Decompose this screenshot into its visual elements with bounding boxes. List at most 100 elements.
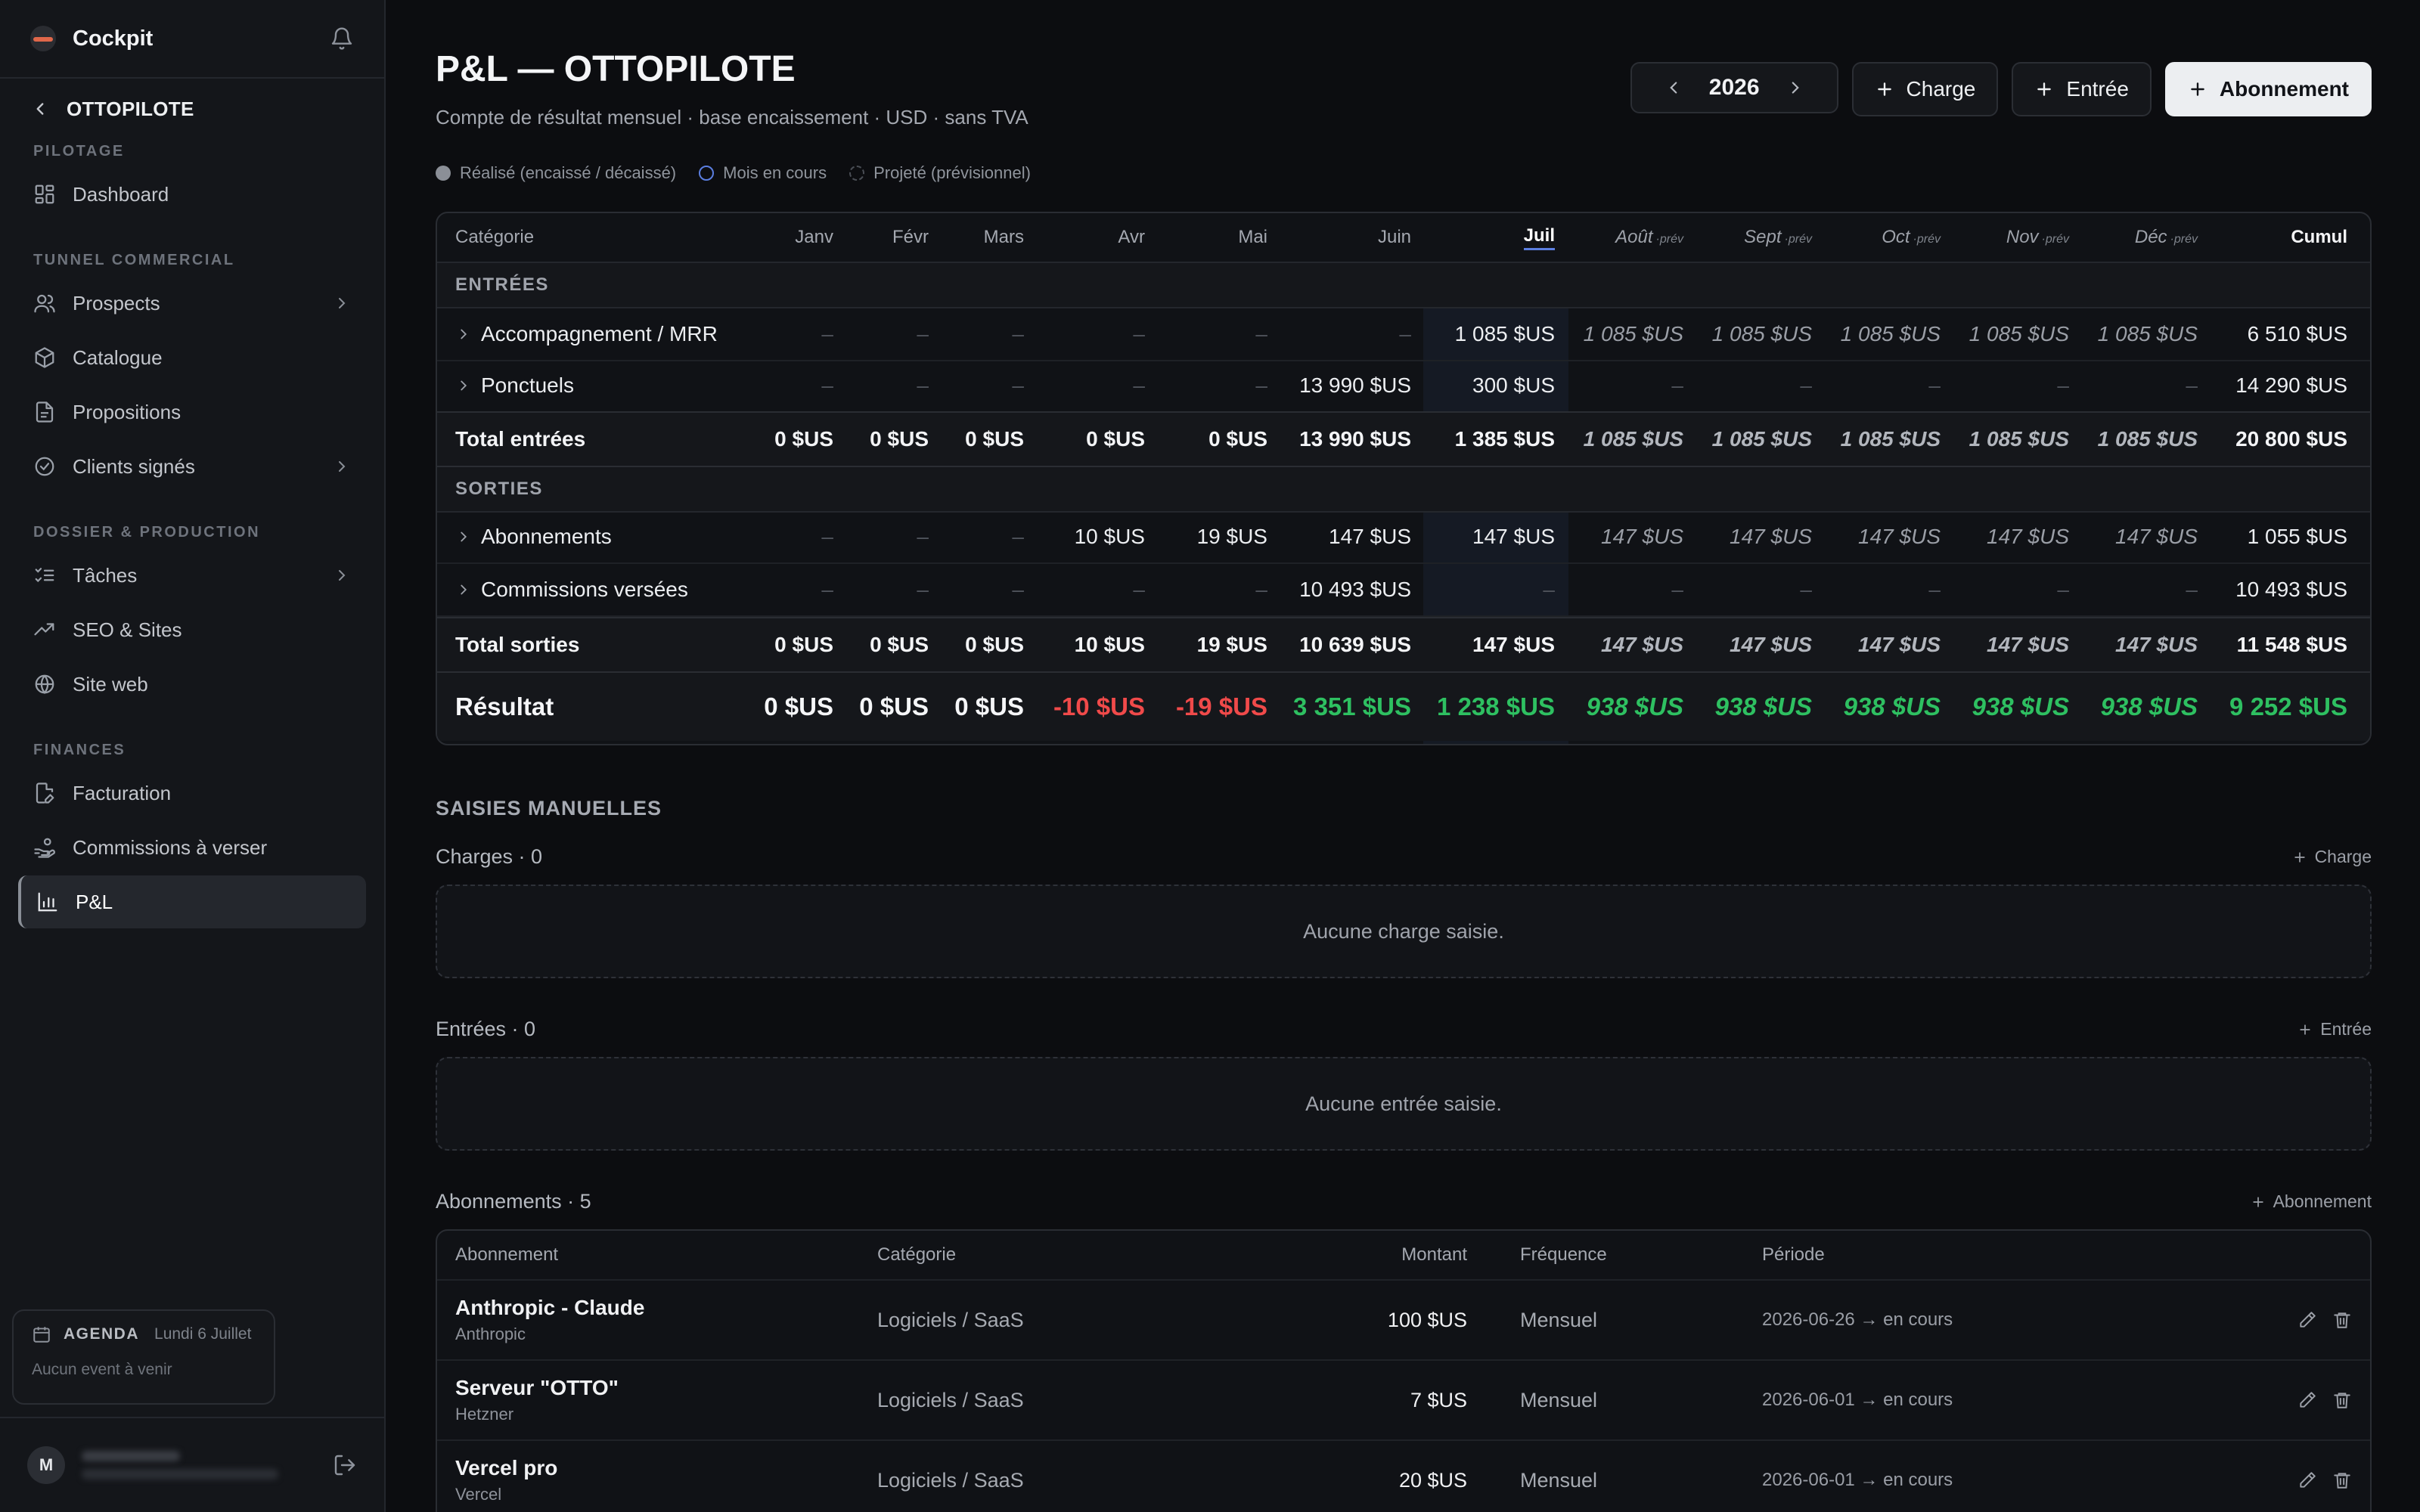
legend-realise-label: Réalisé (encaissé / décaissé) [460, 163, 677, 182]
abonnement-cell: Serveur "OTTO" Hetzner [455, 1361, 619, 1439]
chevron-left-icon[interactable] [1664, 78, 1683, 98]
add-entree-button[interactable]: Entrée [2012, 62, 2152, 116]
pl-cell: – [821, 578, 833, 601]
pl-cell: – [821, 322, 833, 345]
pl-row-ponctuels[interactable]: Ponctuels – – – – – 13 990 $US 300 $US – – – – – 14 2… [437, 360, 2370, 413]
pl-cell: – [1012, 373, 1024, 397]
chevron-right-icon [333, 566, 351, 584]
pl-cell: – [1543, 578, 1555, 601]
chevron-right-icon[interactable] [1786, 78, 1805, 98]
pl-cell: – [821, 373, 833, 397]
chevron-right-icon[interactable] [455, 581, 472, 598]
pl-cell: 0 $US [965, 633, 1024, 656]
trash-icon[interactable] [2332, 1470, 2352, 1490]
chevron-right-icon[interactable] [455, 528, 472, 545]
package-icon [33, 346, 56, 369]
month-label: Déc [2134, 227, 2167, 247]
logout-icon[interactable] [333, 1453, 357, 1477]
pl-cell: – [1671, 373, 1683, 397]
sidebar-item-taches[interactable]: Tâches [18, 549, 366, 602]
legend-encours-label: Mois en cours [723, 163, 827, 182]
row-label-cell: Total sorties [455, 618, 579, 671]
pl-cell: 300 $US [1472, 373, 1555, 397]
periode-cell: 2026-06-01 → en cours [1762, 1470, 1953, 1490]
list-checks-icon [33, 564, 56, 587]
legend: Réalisé (encaissé / décaissé) Mois en co… [436, 163, 1053, 183]
bell-icon[interactable] [330, 26, 354, 51]
add-charge-button[interactable]: Charge [1851, 62, 1999, 116]
month-label: Juin [1377, 227, 1411, 247]
pl-table-header: Catégorie Janv Févr Mars Avr Mai Juin Juil Août ·… [437, 213, 2370, 263]
chevron-right-icon[interactable] [455, 377, 472, 394]
pl-row-abonnements[interactable]: Abonnements – – – 10 $US 19 $US 147 $US 147 $US… [437, 511, 2370, 564]
pl-cell: -10 $US [1053, 692, 1145, 720]
pl-cell: 1 085 $US [1969, 427, 2069, 451]
add-entree-link[interactable]: Entrée [2297, 1019, 2372, 1040]
charges-title: Charges · 0 [436, 845, 543, 868]
back-to-client-link[interactable]: OTTOPILOTE [0, 82, 384, 136]
abonnement-vendor: Vercel [455, 1485, 502, 1504]
trash-icon[interactable] [2332, 1390, 2352, 1410]
pl-cell: – [1133, 578, 1145, 601]
sidebar-item-prospects[interactable]: Prospects [18, 277, 366, 330]
row-label-cell: Accompagnement / MRR [452, 308, 718, 360]
pencil-icon[interactable] [2297, 1470, 2317, 1490]
pl-cell: – [2186, 373, 2198, 397]
trash-icon[interactable] [2332, 1310, 2352, 1330]
file-text-icon [33, 401, 56, 423]
client-name: OTTOPILOTE [67, 97, 194, 120]
add-abonnement-link[interactable]: Abonnement [2251, 1191, 2372, 1212]
sidebar-item-label: Commissions à verser [73, 835, 268, 859]
pl-cell: 147 $US [1858, 633, 1941, 656]
pl-cell: – [1133, 373, 1145, 397]
sidebar-item-label: Catalogue [73, 345, 163, 369]
sidebar-item-commissions[interactable]: Commissions à verser [18, 821, 366, 874]
add-charge-link[interactable]: Charge [2292, 847, 2372, 867]
agenda-widget[interactable]: AGENDA Lundi 6 Juillet Aucun event à ven… [12, 1309, 275, 1405]
pl-cell: 1 085 $US [1711, 427, 1812, 451]
pl-cell: 19 $US [1196, 633, 1267, 656]
sidebar-item-pl[interactable]: P&L [18, 875, 366, 928]
sidebar-item-catalogue[interactable]: Catalogue [18, 331, 366, 384]
pl-cell: 1 238 $US [1437, 692, 1555, 720]
month-label: Févr [892, 227, 929, 247]
sidebar-item-clients[interactable]: Clients signés [18, 440, 366, 493]
pl-row-mrr[interactable]: Accompagnement / MRR – – – – – – 1 085 $US 1 085… [437, 308, 2370, 361]
col-month: Juil [1523, 213, 1555, 262]
avatar[interactable]: M [27, 1446, 65, 1484]
col-month: Mars [984, 213, 1024, 262]
add-abonnement-button[interactable]: Abonnement [2164, 62, 2372, 116]
pl-cell: 1 085 $US [2097, 427, 2198, 451]
sidebar-item-dashboard[interactable]: Dashboard [18, 168, 366, 221]
sidebar-item-label: P&L [76, 890, 113, 913]
pl-cell: – [1012, 322, 1024, 345]
add-abonnement-link-label: Abonnement [2273, 1191, 2372, 1211]
sidebar-item-seo[interactable]: SEO & Sites [18, 603, 366, 656]
chevron-right-icon[interactable] [455, 326, 472, 342]
pl-row-commissions[interactable]: Commissions versées – – – – – 10 493 $US – – – – – –… [437, 564, 2370, 617]
encours-dot-icon [699, 166, 715, 181]
entrees-empty-state: Aucune entrée saisie. [436, 1057, 2372, 1151]
categorie-cell: Logiciels / SaaS [877, 1388, 1024, 1411]
pl-cell: – [1800, 373, 1812, 397]
sidebar-item-site-web[interactable]: Site web [18, 658, 366, 711]
agenda-empty-text: Aucun event à venir [32, 1361, 172, 1378]
chevron-right-icon [333, 294, 351, 312]
month-label: Août [1615, 227, 1653, 247]
row-label-cell: Abonnements [452, 511, 612, 562]
montant-cell: 7 $US [1410, 1388, 1467, 1411]
sidebar-item-facturation[interactable]: Facturation [18, 767, 366, 820]
pencil-icon[interactable] [2297, 1310, 2317, 1330]
pl-cell: 0 $US [965, 427, 1024, 451]
sidebar-item-label: SEO & Sites [73, 618, 182, 641]
section-finances: FINANCES [33, 742, 126, 758]
pencil-icon[interactable] [2297, 1390, 2317, 1410]
abonnement-vendor: Hetzner [455, 1405, 514, 1424]
categorie-cell: Logiciels / SaaS [877, 1468, 1024, 1492]
col-month: Sept ·prév [1744, 213, 1812, 262]
cockpit-logo-icon [30, 26, 56, 51]
pl-cell: – [917, 322, 929, 345]
sidebar-item-propositions[interactable]: Propositions [18, 386, 366, 438]
col-month: Févr [892, 213, 929, 262]
pl-cell: 147 $US [1730, 633, 1812, 656]
